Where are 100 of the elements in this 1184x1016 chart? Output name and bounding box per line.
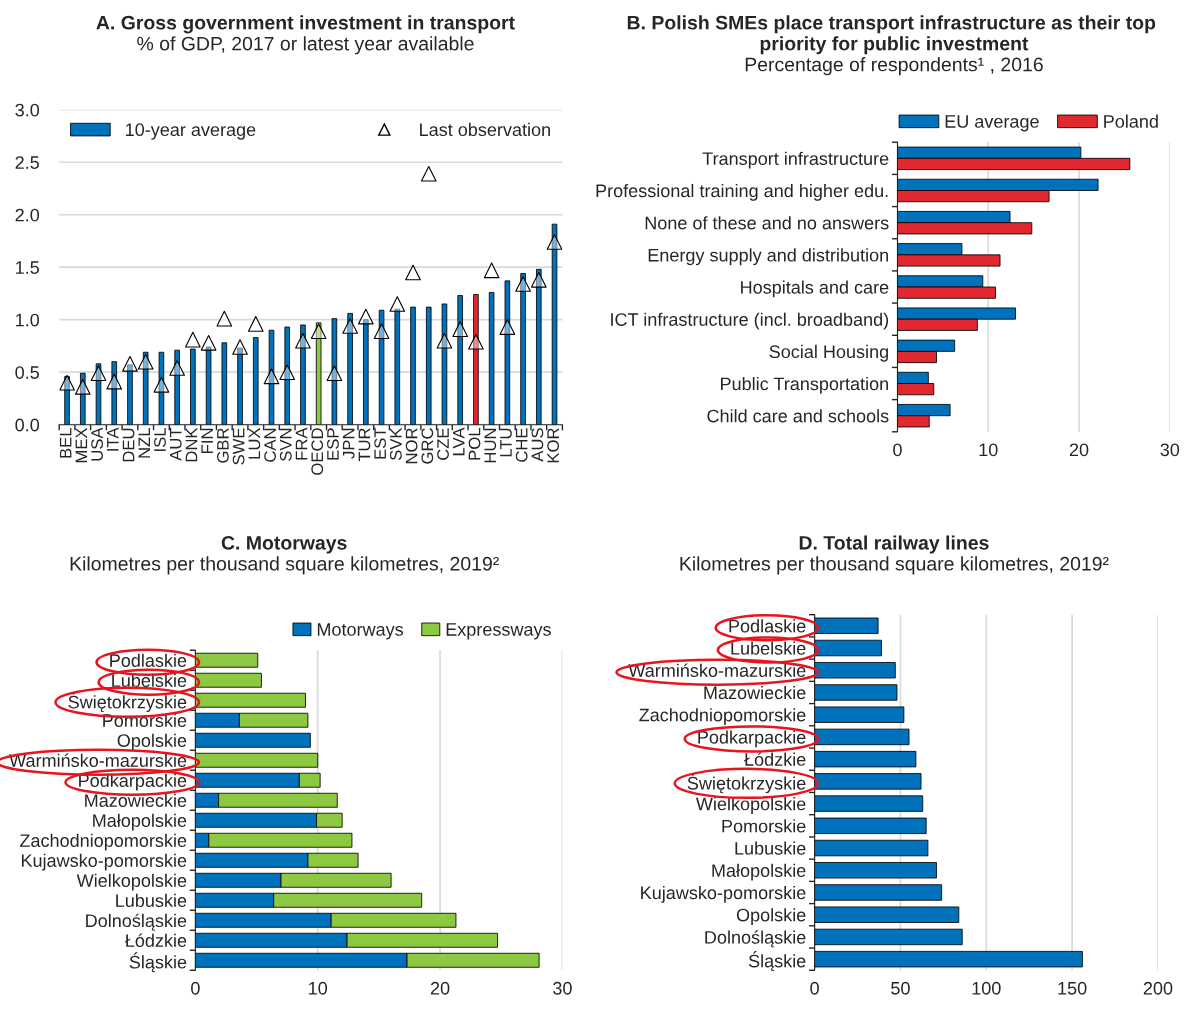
bar — [158, 351, 165, 425]
y-tick-label: Wielkopolskie — [695, 797, 806, 814]
point — [74, 379, 91, 395]
x-tick-label: FIN — [201, 428, 213, 453]
x-tick-label: 200 — [1143, 981, 1173, 995]
chart-subtitle: % of GDP, 2017 or latest year available — [137, 36, 474, 55]
point — [436, 332, 453, 349]
x-tick-label: 50 — [891, 981, 910, 995]
y-tick-label: Child care and schools — [707, 409, 889, 423]
point — [530, 271, 547, 288]
bar — [473, 294, 479, 425]
x-tick-label: TUR — [358, 428, 371, 462]
bar — [814, 906, 960, 923]
bar — [174, 349, 180, 425]
x-tick-label: 150 — [1058, 981, 1087, 995]
bar — [268, 329, 275, 425]
y-tick-label: Zachodniopomorskie — [20, 833, 187, 851]
bar — [504, 280, 511, 425]
x-tick-label: 10 — [979, 443, 998, 457]
bar — [331, 318, 338, 425]
y-tick-label: Łódzkie — [744, 752, 806, 766]
point — [200, 334, 217, 351]
y-tick-label: Opolskie — [736, 908, 806, 926]
bar — [300, 324, 306, 425]
point — [279, 364, 296, 381]
chart-title: D. Total railway lines — [799, 535, 989, 554]
y-tick-label: Opolskie — [117, 733, 187, 751]
x-tick-label: AUS — [531, 428, 544, 462]
y-tick-label: Hospitals and care — [741, 280, 889, 298]
y-tick-label: Podkarpackie — [698, 730, 806, 748]
bar — [488, 291, 495, 425]
point — [232, 339, 248, 355]
y-tick-label: Mazowieckie — [704, 685, 806, 700]
x-tick-label: CAN — [264, 428, 276, 462]
y-tick-label: 0.5 — [15, 366, 39, 379]
y-tick-label: Transport infrastructure — [702, 151, 889, 169]
y-tick-label: Małopolskie — [93, 813, 187, 831]
y-tick-label: None of these and no answers — [645, 216, 889, 230]
y-tick-label: Podkarpackie — [79, 773, 187, 791]
x-tick-label: 100 — [972, 981, 1001, 995]
x-tick-label: MEX — [75, 427, 88, 463]
y-tick-label: Kujawsko-pomorskie — [641, 885, 806, 903]
point — [342, 318, 358, 334]
bar — [195, 652, 259, 668]
bar — [814, 884, 943, 901]
chart-subtitle: Percentage of respondents¹ , 2016 — [745, 57, 1043, 76]
y-tick-label: Warmińsko-mazurskie — [628, 663, 806, 677]
point — [546, 234, 563, 250]
bar — [441, 303, 448, 425]
x-tick-label: ESP — [327, 428, 339, 460]
x-tick-label: KOR — [547, 428, 560, 463]
y-tick-label: Podlaskie — [729, 619, 806, 633]
x-tick-label: EST — [374, 427, 387, 459]
y-tick-label: 2.0 — [15, 208, 40, 222]
y-tick-label: 1.5 — [16, 261, 39, 274]
bar — [195, 672, 262, 688]
y-tick-label: Zachodniopomorskie — [639, 708, 806, 725]
bar — [814, 928, 963, 946]
legend-label: Last observation — [420, 122, 550, 137]
bar — [190, 348, 196, 425]
y-tick-label: 2.5 — [15, 156, 39, 169]
point — [420, 165, 437, 182]
point — [515, 276, 531, 292]
y-tick-label: 0.0 — [15, 418, 40, 432]
y-tick-label: ICT infrastructure (incl. broadband) — [611, 312, 889, 330]
x-tick-label: USA — [91, 427, 103, 461]
bar — [814, 706, 905, 723]
point — [326, 365, 343, 382]
point — [468, 333, 484, 350]
y-tick-label: Świętokrzyskie — [687, 773, 806, 794]
chart-subtitle: Kilometres per thousand square kilometres, 2019² — [680, 556, 1109, 575]
y-tick-label: Kujawsko-pomorskie — [21, 853, 187, 871]
x-tick-label: LUX — [248, 427, 261, 459]
chart-title: A. Gross government investment in transport — [96, 15, 515, 34]
y-tick-label: Energy supply and distribution — [648, 248, 888, 266]
y-tick-label: Łódzkie — [124, 933, 187, 947]
point — [310, 323, 327, 340]
bar — [378, 309, 385, 425]
bar — [814, 773, 922, 790]
bar — [814, 662, 896, 679]
point — [263, 368, 280, 385]
bar — [814, 617, 879, 634]
x-tick-label: FRA — [295, 427, 308, 460]
point — [405, 264, 421, 281]
bar — [457, 295, 463, 425]
legend-label: Expressways — [446, 623, 551, 640]
chart-title: B. Polish SMEs place transport infrastructure as their top priority for public investment — [627, 15, 1156, 55]
y-tick-label: 1.0 — [16, 313, 40, 327]
y-tick-label: 3.0 — [15, 103, 40, 117]
bar — [551, 223, 558, 425]
legend-label: Motorways — [317, 623, 404, 640]
point — [106, 373, 123, 390]
bar — [221, 342, 228, 425]
x-tick-label: NZL — [138, 428, 150, 458]
y-tick-label: Podlaskie — [110, 653, 187, 667]
bar — [195, 732, 311, 748]
bar — [425, 306, 432, 425]
bar — [814, 795, 924, 812]
x-tick-label: 30 — [1160, 443, 1180, 457]
y-tick-label: Mazowieckie — [85, 793, 187, 807]
